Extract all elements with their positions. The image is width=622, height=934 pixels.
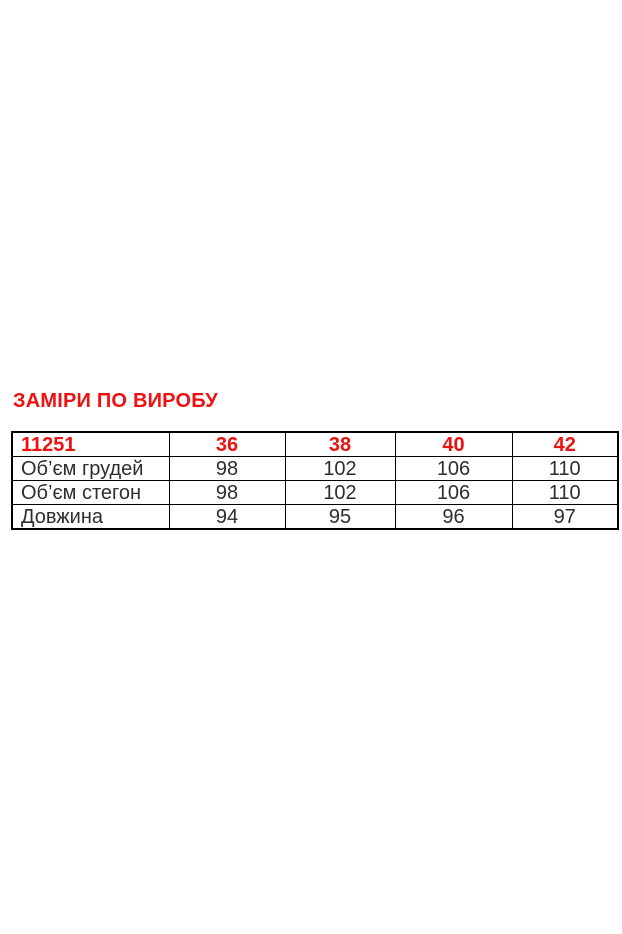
value-cell: 98 <box>168 456 286 481</box>
row-label-cell: Довжина <box>11 504 170 530</box>
value-cell: 110 <box>511 456 619 481</box>
row-label-cell: Об’єм стегон <box>11 480 170 505</box>
row-label-cell: Об’єм грудей <box>11 456 170 481</box>
value-cell: 106 <box>394 456 513 481</box>
page-title: ЗАМІРИ ПО ВИРОБУ <box>13 390 218 412</box>
table-row-hips: Об’єм стегон 98 102 106 110 <box>11 480 619 505</box>
value-cell: 106 <box>394 480 513 505</box>
size-table-header-row: 11251 36 38 40 42 <box>11 431 619 457</box>
value-cell: 95 <box>284 504 396 530</box>
size-header-cell: 40 <box>394 431 513 457</box>
table-row-length: Довжина 94 95 96 97 <box>11 504 619 530</box>
value-cell: 102 <box>284 456 396 481</box>
value-cell: 102 <box>284 480 396 505</box>
value-cell: 94 <box>168 504 286 530</box>
size-header-cell: 36 <box>168 431 286 457</box>
size-header-cell: 42 <box>511 431 619 457</box>
value-cell: 97 <box>511 504 619 530</box>
article-number-cell: 11251 <box>11 431 170 457</box>
value-cell: 96 <box>394 504 513 530</box>
size-header-cell: 38 <box>284 431 396 457</box>
table-row-chest: Об’єм грудей 98 102 106 110 <box>11 456 619 481</box>
size-table: 11251 36 38 40 42 Об’єм грудей 98 102 10… <box>11 431 619 530</box>
value-cell: 98 <box>168 480 286 505</box>
value-cell: 110 <box>511 480 619 505</box>
